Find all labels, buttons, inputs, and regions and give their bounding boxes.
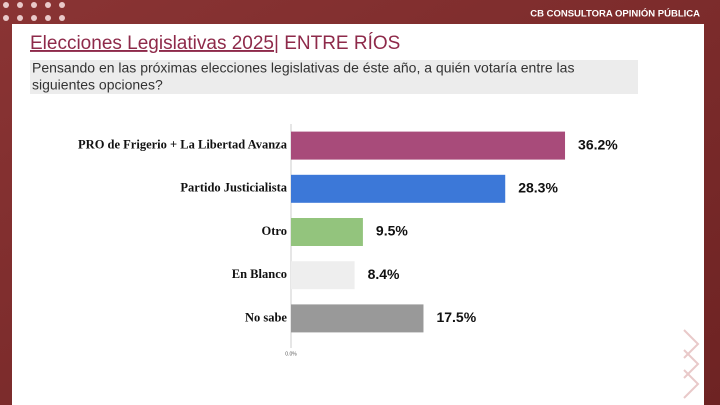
bar: [291, 218, 363, 246]
x-tick-label: 0.0%: [285, 351, 297, 357]
chart-title: Elecciones Legislativas 2025| ENTRE RÍOS: [30, 33, 400, 54]
brand: CB CONSULTORA OPINIÓN PÚBLICA: [530, 8, 700, 20]
category-label: En Blanco: [232, 267, 287, 281]
bar: [291, 261, 355, 290]
subtitle-line: siguientes opciones?: [32, 77, 163, 93]
value-label: 36.2%: [578, 136, 618, 152]
value-label: 17.5%: [436, 309, 476, 325]
subtitle-box: [30, 60, 638, 94]
bar: [291, 304, 424, 333]
value-label: 9.5%: [376, 223, 408, 239]
bar: [291, 131, 566, 160]
dots: [3, 2, 65, 21]
title-suffix: | ENTRE RÍOS: [274, 33, 400, 54]
category-label: No sabe: [245, 310, 287, 324]
category-label: PRO de Frigerio + La Libertad Avanza: [78, 137, 288, 151]
value-label: 8.4%: [368, 266, 400, 282]
chevrons: [683, 329, 700, 399]
bar: [291, 174, 506, 203]
category-label: Partido Justicialista: [180, 181, 287, 195]
title-main: Elecciones Legislativas 2025: [30, 33, 274, 54]
subtitle-line: Pensando en las próximas elecciones legi…: [32, 60, 574, 76]
category-label: Otro: [262, 224, 287, 238]
value-label: 28.3%: [518, 180, 558, 196]
